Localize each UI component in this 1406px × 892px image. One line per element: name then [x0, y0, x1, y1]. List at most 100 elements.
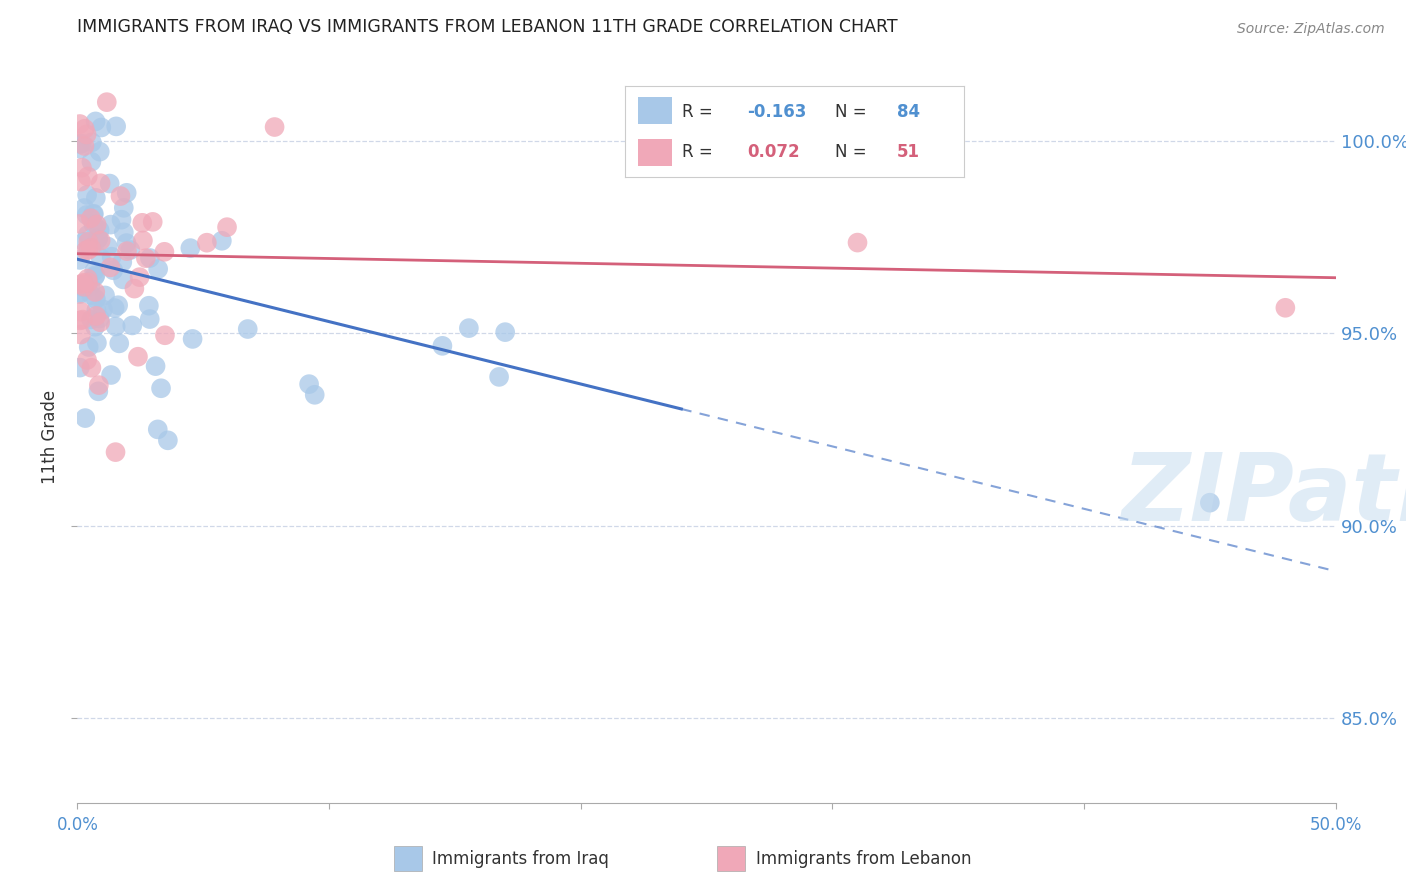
Text: Source: ZipAtlas.com: Source: ZipAtlas.com [1237, 22, 1385, 37]
Point [80, 136, 103, 150]
Point [69, 285, 91, 300]
Point [75, 411, 97, 425]
Point [131, 216, 153, 230]
Point [72, 312, 94, 326]
Point [87, 231, 110, 245]
Point [69, 360, 91, 375]
Point [70, 161, 93, 175]
Point [84, 191, 107, 205]
Point [110, 189, 132, 203]
Point [145, 359, 167, 373]
Point [846, 235, 869, 250]
Point [70, 175, 93, 189]
Point [115, 186, 138, 200]
Point [1199, 496, 1222, 510]
Point [215, 220, 238, 235]
Point [105, 120, 128, 134]
Point [84, 268, 107, 282]
Point [80, 211, 103, 226]
Point [69, 142, 91, 156]
Point [98, 177, 121, 191]
Point [84, 319, 107, 334]
Point [86, 232, 108, 246]
Point [236, 322, 259, 336]
Point [97, 239, 120, 253]
Point [73, 278, 96, 293]
Point [70, 136, 93, 151]
Point [100, 250, 122, 264]
Point [104, 301, 127, 315]
Text: IMMIGRANTS FROM IRAQ VS IMMIGRANTS FROM LEBANON 11TH GRADE CORRELATION CHART: IMMIGRANTS FROM IRAQ VS IMMIGRANTS FROM … [77, 18, 898, 36]
Point [139, 312, 162, 326]
Point [84, 309, 107, 323]
Point [86, 335, 108, 350]
Text: Immigrants from Lebanon: Immigrants from Lebanon [756, 849, 972, 868]
Point [73, 139, 96, 153]
Point [124, 282, 146, 296]
Text: N =: N = [835, 103, 872, 120]
Point [89, 145, 111, 159]
Point [75, 244, 97, 258]
Point [103, 263, 125, 277]
Point [76, 128, 98, 142]
Point [112, 201, 135, 215]
Point [90, 120, 112, 135]
Point [91, 302, 114, 317]
Point [80, 288, 103, 302]
Point [115, 236, 138, 251]
Point [83, 269, 105, 284]
Text: N =: N = [835, 143, 872, 161]
Point [72, 280, 94, 294]
Point [90, 234, 112, 248]
Point [73, 201, 96, 215]
Point [80, 360, 103, 375]
Point [94, 288, 117, 302]
Point [132, 234, 155, 248]
Point [76, 271, 98, 285]
Point [76, 188, 98, 202]
Point [69, 136, 91, 151]
Point [142, 215, 165, 229]
Text: 0.0%: 0.0% [56, 816, 98, 834]
Point [86, 303, 108, 318]
Point [80, 312, 103, 326]
Point [84, 114, 107, 128]
Point [69, 313, 91, 327]
Point [77, 243, 100, 257]
Point [89, 311, 111, 326]
Text: Immigrants from Iraq: Immigrants from Iraq [433, 849, 609, 868]
Point [127, 350, 149, 364]
Point [112, 225, 135, 239]
Point [115, 244, 138, 259]
Point [146, 262, 169, 277]
Point [211, 234, 233, 248]
Point [84, 292, 107, 306]
Point [100, 368, 122, 382]
Point [73, 280, 96, 294]
Point [263, 120, 285, 134]
Point [86, 218, 108, 232]
Point [89, 315, 111, 329]
Point [432, 339, 454, 353]
Point [111, 255, 134, 269]
Point [100, 260, 122, 275]
Bar [394, 847, 422, 871]
Point [104, 319, 127, 334]
Point [80, 241, 103, 255]
Point [77, 235, 100, 249]
Point [80, 154, 103, 169]
Text: -0.163: -0.163 [747, 103, 807, 120]
Point [69, 117, 91, 131]
Y-axis label: 11th Grade: 11th Grade [41, 390, 59, 484]
Text: R =: R = [682, 103, 718, 120]
Point [77, 340, 100, 354]
Point [87, 384, 110, 399]
Point [83, 207, 105, 221]
Point [153, 244, 176, 259]
Point [69, 217, 91, 231]
Point [195, 235, 218, 250]
Point [84, 285, 107, 299]
Point [72, 276, 94, 290]
Point [146, 422, 169, 436]
Point [69, 252, 91, 267]
